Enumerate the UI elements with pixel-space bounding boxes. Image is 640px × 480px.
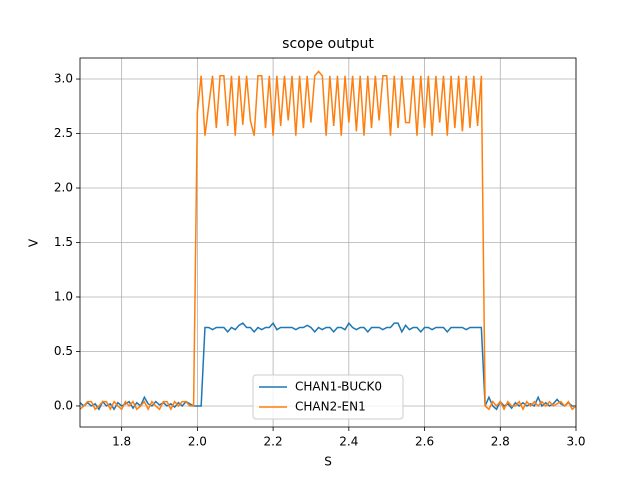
y-tick-label: 0.0 [54,398,73,412]
y-axis-label: V [27,238,41,247]
x-tick-label: 1.8 [112,435,131,449]
y-tick-label: 2.5 [54,126,73,140]
y-tick-label: 2.0 [54,181,73,195]
x-tick-label: 2.8 [491,435,510,449]
legend-box [252,374,404,420]
legend-label: CHAN2-EN1 [295,400,366,414]
x-tick-label: 2.2 [264,435,283,449]
legend-label: CHAN1-BUCK0 [295,380,382,394]
y-tick-label: 0.5 [54,344,73,358]
legend: CHAN1-BUCK0 CHAN2-EN1 [252,374,404,420]
plot-frame [79,57,577,428]
y-tick-label: 1.5 [54,235,73,249]
chart-title: scope output [282,36,374,52]
x-tick-label: 2.6 [415,435,434,449]
y-tick-label: 1.0 [54,289,73,303]
series-line [80,70,576,411]
x-tick-label: 3.0 [566,435,585,449]
x-tick-label: 2.0 [188,435,207,449]
x-tick-label: 2.4 [339,435,358,449]
y-tick-label: 3.0 [54,72,73,86]
x-axis-label: S [324,455,332,469]
